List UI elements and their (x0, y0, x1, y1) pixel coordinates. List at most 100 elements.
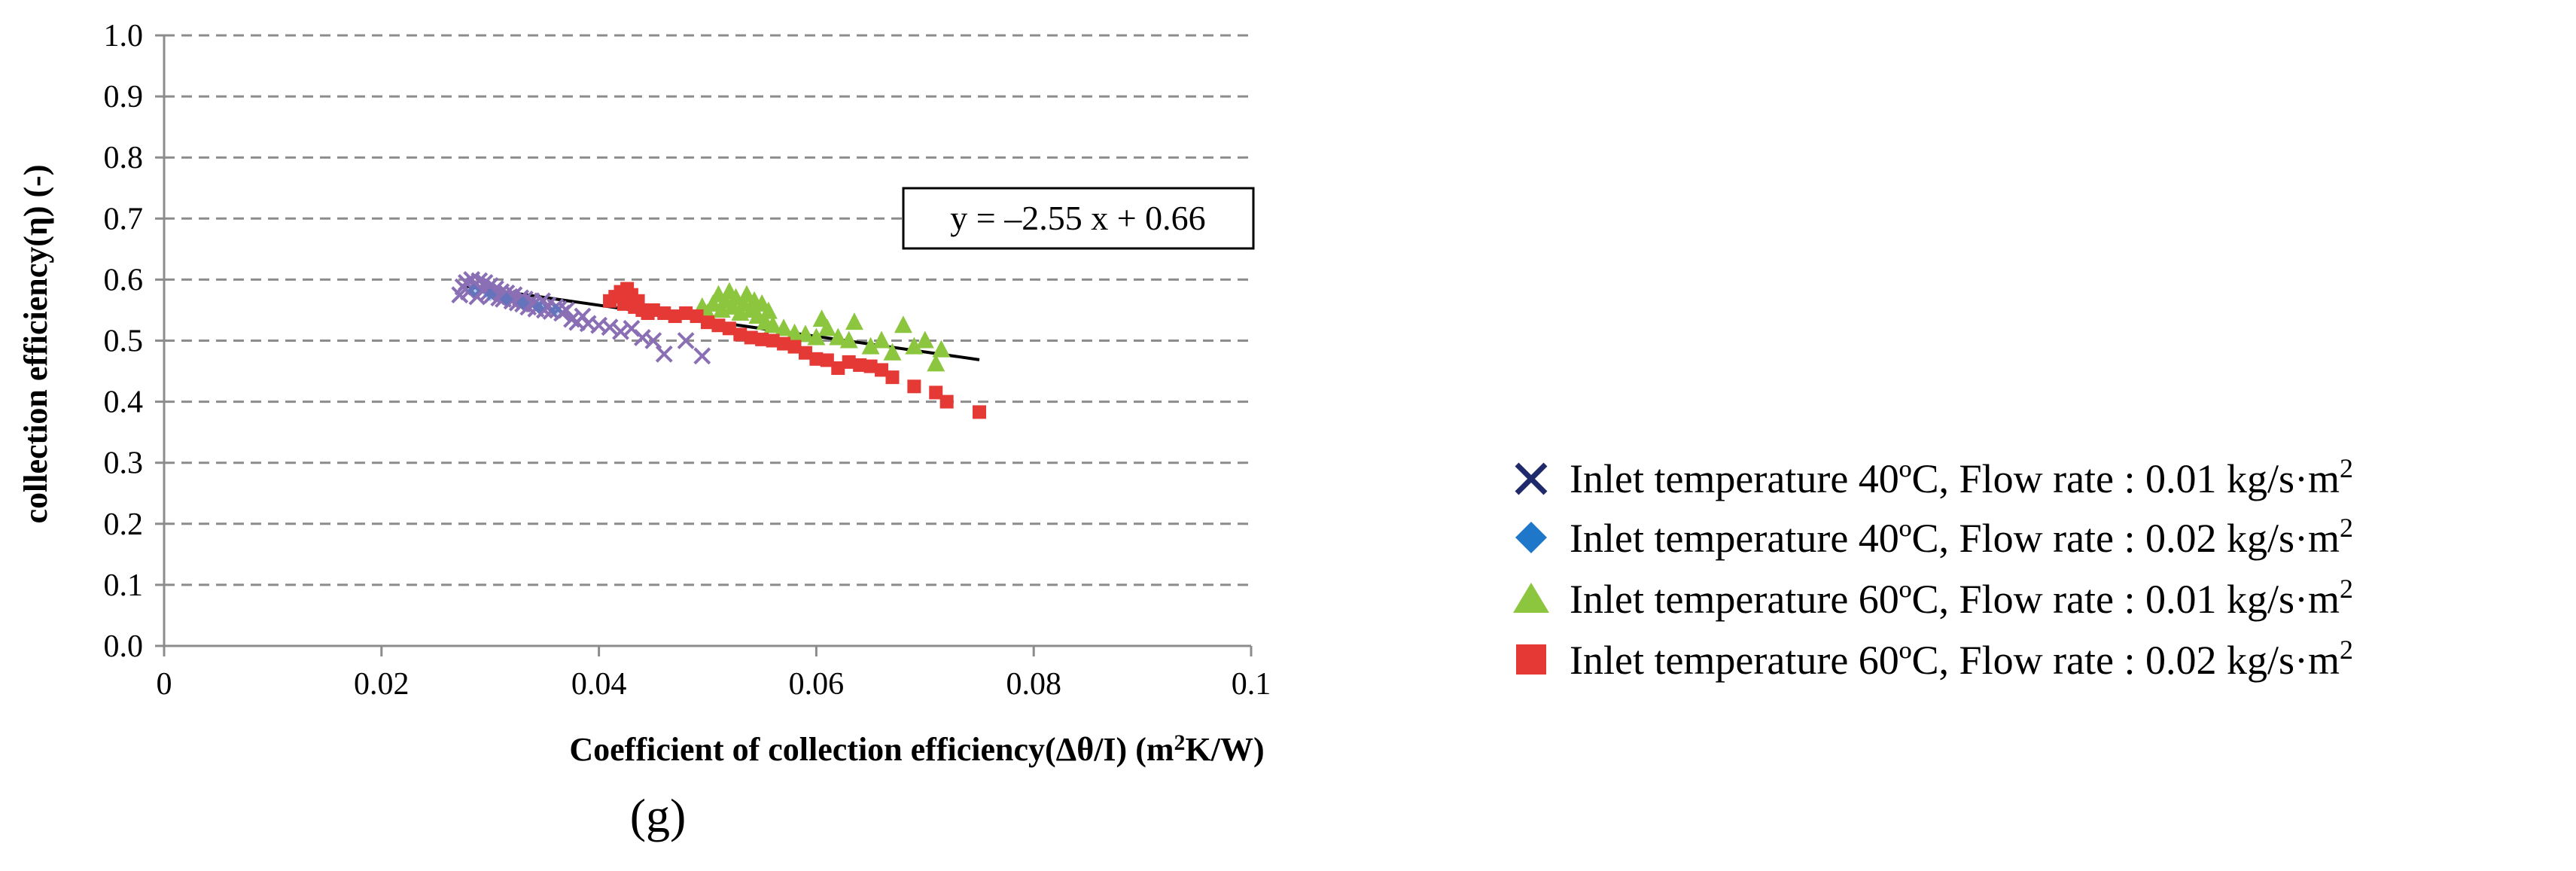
legend-item-3: Inlet temperature 60ºC, Flow rate : 0.01… (1513, 574, 2353, 622)
point-s4-35 (939, 394, 954, 409)
legend-label-3: Inlet temperature 60ºC, Flow rate : 0.01… (1570, 574, 2353, 622)
point-s2-0 (467, 283, 481, 297)
y-tick-label-2: 0.2 (104, 507, 144, 542)
legend-label-3-sup: 2 (2340, 574, 2353, 604)
point-s4-11 (657, 306, 671, 321)
point-s4-26 (820, 353, 834, 367)
point-s4-27 (831, 361, 845, 375)
point-s4-30 (863, 359, 878, 373)
point-s1-50 (693, 347, 711, 365)
point-s3-28 (861, 337, 880, 355)
axes (155, 34, 1253, 656)
point-s4-29 (853, 358, 867, 372)
point-s2-4 (532, 300, 547, 314)
point-s3-30 (883, 343, 902, 361)
point-s4-24 (798, 346, 812, 360)
x-tick-label-1: 0.02 (354, 667, 410, 702)
point-s4-32 (885, 370, 900, 385)
point-s2-2 (499, 292, 513, 306)
point-s4-17 (722, 321, 736, 336)
figure-caption: (g) (630, 789, 687, 842)
y-tick-label-5: 0.5 (104, 324, 144, 359)
point-s4-33 (907, 379, 921, 394)
point-s3-26 (839, 330, 858, 349)
point-s3-19 (775, 318, 793, 337)
point-s3-32 (905, 337, 924, 355)
y-tick-label-3: 0.3 (104, 446, 144, 481)
data-points (451, 270, 986, 419)
point-s4-34 (929, 385, 943, 400)
x-tick-label-3: 0.06 (789, 667, 845, 702)
point-s3-27 (845, 312, 863, 330)
equation-frame (902, 187, 1255, 250)
y-tick-label-6: 0.6 (104, 263, 144, 297)
point-s4-36 (973, 405, 986, 419)
point-s1-47 (644, 332, 662, 349)
x-tick-label-5: 0.1 (1232, 667, 1271, 702)
y-tick-label-4: 0.4 (104, 385, 144, 420)
point-s3-17 (759, 301, 778, 319)
legend: Inlet temperature 40ºC, Flow rate : 0.01… (1513, 453, 2353, 683)
y-tick-label-0: 0.0 (104, 629, 144, 664)
point-s3-33 (915, 330, 934, 349)
y-axis-title: collection efficiency(η) (-) (17, 165, 54, 524)
point-s4-31 (875, 363, 889, 377)
legend-marker-diamond (1515, 522, 1547, 553)
point-s3-21 (796, 324, 815, 343)
x-tick-label-4: 0.08 (1006, 667, 1061, 702)
legend-item-4: Inlet temperature 60ºC, Flow rate : 0.02… (1516, 635, 2353, 683)
point-s1-44 (612, 322, 629, 340)
x-axis-title-part-2: K/W) (1186, 731, 1265, 768)
legend-item-2: Inlet temperature 40ºC, Flow rate : 0.02… (1515, 513, 2353, 561)
trendline-equation: y = –2.55 x + 0.66 (950, 199, 1205, 237)
point-s1-49 (677, 332, 695, 349)
point-s4-20 (755, 332, 769, 346)
x-axis-title: Coefficient of collection efficiency(Δθ/… (569, 730, 1264, 768)
legend-item-1: Inlet temperature 40ºC, Flow rate : 0.01… (1515, 453, 2353, 501)
point-s4-22 (777, 337, 791, 351)
point-s4-25 (809, 352, 824, 366)
point-s2-5 (548, 303, 562, 317)
y-tick-label-8: 0.8 (104, 141, 144, 175)
point-s3-18 (763, 315, 782, 333)
legend-label-4-text: Inlet temperature 60ºC, Flow rate : 0.02… (1570, 638, 2340, 683)
legend-label-3-text: Inlet temperature 60ºC, Flow rate : 0.01… (1570, 577, 2340, 622)
x-tick-label-0: 0 (157, 667, 172, 702)
point-s4-18 (733, 327, 748, 342)
point-s3-29 (872, 330, 891, 349)
point-s4-28 (842, 355, 856, 369)
point-s4-13 (679, 306, 693, 321)
y-tick-label-1: 0.1 (104, 568, 144, 603)
point-s2-3 (516, 296, 530, 310)
y-tick-label-7: 0.7 (104, 202, 144, 236)
legend-label-1-sup: 2 (2340, 453, 2353, 483)
point-s4-23 (787, 340, 802, 354)
point-s4-10 (646, 303, 660, 317)
point-s3-34 (927, 354, 945, 372)
legend-label-4: Inlet temperature 60ºC, Flow rate : 0.02… (1570, 635, 2353, 683)
point-s2-1 (483, 288, 498, 302)
legend-label-1: Inlet temperature 40ºC, Flow rate : 0.01… (1570, 453, 2353, 501)
point-s3-22 (807, 327, 826, 346)
point-s3-35 (932, 340, 951, 358)
point-s4-15 (701, 315, 714, 330)
legend-label-4-sup: 2 (2340, 635, 2353, 665)
legend-marker-triangle (1513, 583, 1549, 613)
point-s1-48 (655, 345, 673, 363)
trendline-equation-box: y = –2.55 x + 0.66 (902, 187, 1255, 250)
legend-marker-x (1515, 462, 1548, 495)
tick-labels: 0.0 0.1 0.2 0.3 0.4 0.5 0.6 0.7 0.8 0.9 1.0 0 0.02 0.… (104, 19, 1271, 702)
point-s1-43 (601, 318, 619, 337)
point-s3-25 (829, 327, 848, 346)
point-s4-12 (668, 309, 682, 324)
y-tick-label-10: 1.0 (104, 19, 144, 53)
point-s3-31 (894, 315, 912, 333)
point-s4-14 (690, 309, 704, 324)
y-tick-label-9: 0.9 (104, 80, 144, 114)
x-axis-title-part-1: Coefficient of collection efficiency(Δθ/… (569, 731, 1174, 768)
x-tick-label-2: 0.04 (571, 667, 627, 702)
point-s4-21 (766, 333, 780, 348)
legend-label-2-sup: 2 (2340, 513, 2353, 543)
